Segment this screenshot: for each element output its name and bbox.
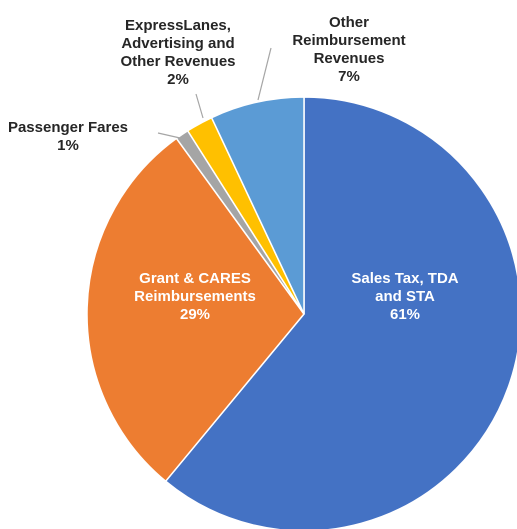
- pie-slice-1: [86, 137, 305, 483]
- data-label-line: Sales Tax, TDA: [351, 270, 458, 287]
- data-label-percent: 2%: [167, 71, 189, 88]
- leader-line-3: [195, 93, 204, 119]
- data-label-line: Grant & CARES: [139, 270, 251, 287]
- data-label-line: and STA: [375, 288, 435, 305]
- data-label-1: Grant & CARES Reimbursements 29%: [134, 270, 256, 323]
- data-label-2: Passenger Fares 1%: [8, 119, 128, 154]
- data-label-line: Reimbursements: [134, 288, 256, 305]
- data-label-4: Other Reimbursement Revenues 7%: [292, 14, 405, 85]
- data-label-line: Advertising and: [121, 35, 234, 52]
- pie-slices: [86, 96, 517, 529]
- data-label-0: Sales Tax, TDA and STA 61%: [351, 270, 458, 323]
- leader-lines: [157, 47, 272, 139]
- data-label-line: Other: [329, 14, 369, 31]
- leader-line-2: [157, 132, 181, 139]
- leader-line-4: [257, 47, 272, 101]
- pie-slice-4: [210, 96, 305, 315]
- data-label-percent: 29%: [180, 306, 210, 323]
- data-label-line: Reimbursement: [292, 32, 405, 49]
- data-label-percent: 1%: [57, 137, 79, 154]
- data-label-line: Revenues: [314, 50, 385, 67]
- data-label-percent: 7%: [338, 68, 360, 85]
- data-label-line: Other Revenues: [120, 53, 235, 70]
- data-labels: Sales Tax, TDA and STA 61%Grant & CARES Rei…: [8, 14, 459, 323]
- data-label-line: ExpressLanes,: [125, 17, 231, 34]
- data-label-percent: 61%: [390, 306, 420, 323]
- data-label-3: ExpressLanes, Advertising and Other Revenu…: [120, 17, 235, 88]
- data-label-line: Passenger Fares: [8, 119, 128, 136]
- pie-slice-0: [164, 96, 517, 529]
